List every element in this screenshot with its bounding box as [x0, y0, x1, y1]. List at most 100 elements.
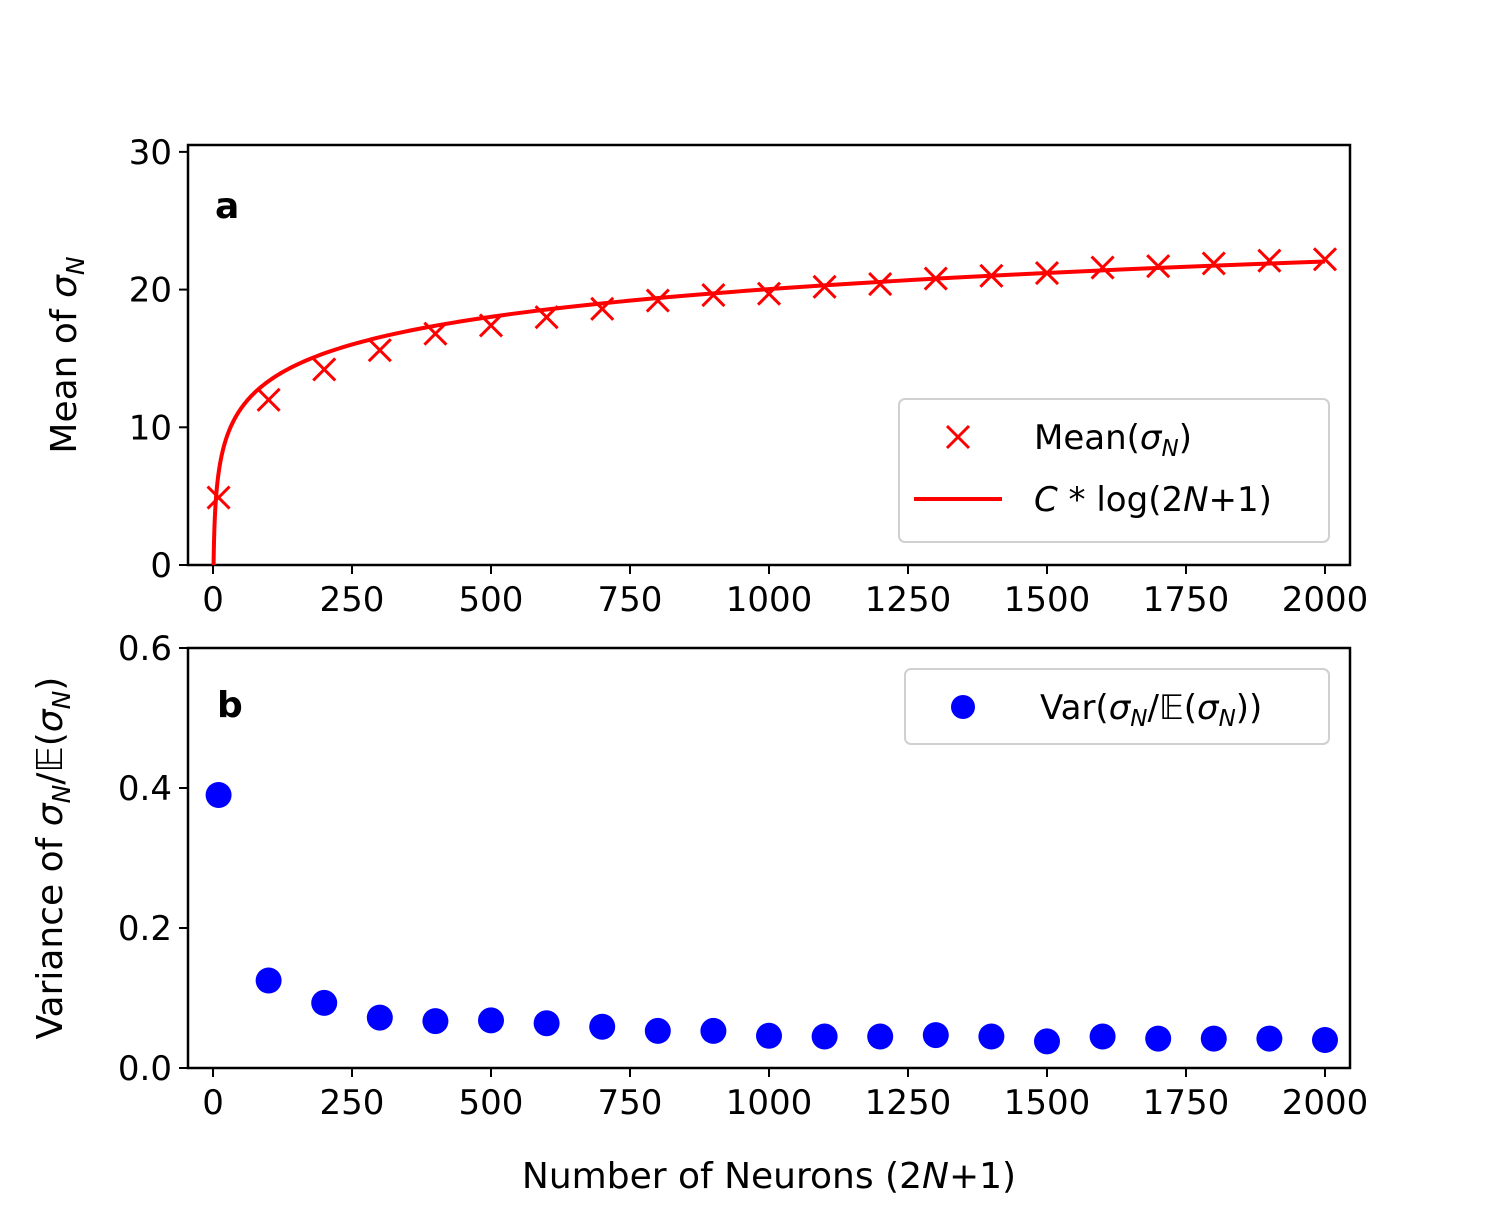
legend-var-part-1: Var( — [1040, 688, 1109, 728]
mean-x-stroke — [645, 288, 670, 313]
mean-x-marker — [645, 288, 670, 313]
panel-b-legend: Var(σN/𝔼(σN)) — [904, 668, 1330, 745]
variance-dot — [1311, 1027, 1338, 1053]
variance-dot — [422, 1008, 449, 1035]
panel-b-x-tick-label: 1500 — [1004, 1083, 1091, 1123]
variance-dot — [1089, 1023, 1116, 1050]
panel-b-x-tick-label: 0 — [202, 1083, 224, 1123]
panel-b-ylabel-sub: N — [47, 784, 76, 803]
mean-x-marker — [1090, 255, 1115, 280]
panel-a-ylabel-sub: N — [61, 256, 90, 275]
mean-x-marker — [979, 263, 1004, 288]
variance-dot — [756, 1022, 782, 1049]
mean-x-marker — [206, 485, 231, 510]
mean-x-stroke — [701, 283, 726, 308]
mean-x-marker — [590, 296, 615, 321]
panel-b-x-tick-label: 500 — [459, 1083, 524, 1123]
mean-x-stroke — [868, 272, 893, 297]
legend-var-part-4: /𝔼( — [1147, 688, 1197, 728]
mean-x-stroke — [312, 357, 337, 382]
panel-b-legend-box — [904, 668, 1330, 745]
xlabel-prefix: Number of Neurons (2 — [522, 1156, 922, 1197]
panel-b-y-tick-label: 0.6 — [118, 629, 172, 669]
panel-a-y-tick-label: 30 — [129, 133, 172, 173]
mean-x-marker — [812, 274, 837, 299]
legend-mean-part-2: σ — [1140, 418, 1163, 458]
panel-a-legend-box — [898, 398, 1330, 543]
panel-b-y-ticks: 0.0 0.2 0.4 0.6 — [118, 629, 188, 1089]
panel-b-x-tick-label: 1250 — [865, 1083, 952, 1123]
legend-x-stroke — [945, 424, 971, 450]
panel-a-y-ticks: 0 10 20 30 — [129, 133, 188, 586]
mean-x-marker — [423, 321, 448, 346]
panel-b-letter: b — [217, 685, 243, 726]
panel-b-x-tick-label: 1000 — [726, 1083, 813, 1123]
legend-fit-part-3: N — [1183, 480, 1208, 520]
legend-fit-part-2: * log(2 — [1058, 480, 1183, 520]
variance-dot — [478, 1007, 505, 1034]
mean-x-stroke — [1257, 248, 1282, 273]
variance-dot — [978, 1023, 1005, 1050]
panel-a-x-tick-label: 0 — [202, 580, 224, 620]
panel-a-x-ticks: 0 250 500 750 1000 1250 1500 1750 2000 — [202, 565, 1368, 620]
panel-a-x-tick-label: 1250 — [865, 580, 952, 620]
mean-x-marker — [868, 272, 893, 297]
mean-x-marker — [534, 305, 559, 330]
mean-x-marker — [1201, 251, 1226, 276]
mean-x-stroke — [367, 338, 392, 363]
mean-x-marker — [1257, 248, 1282, 273]
legend-mean-label: Mean(σN) — [1034, 418, 1192, 462]
panel-a-x-tick-label: 1000 — [726, 580, 813, 620]
panel-b-y-axis-title: Variance of σN/𝔼(σN) — [30, 677, 76, 1040]
mean-x-stroke — [1201, 251, 1226, 276]
mean-x-marker — [1146, 254, 1171, 279]
legend-x-marker — [945, 424, 971, 450]
panel-b-x-ticks: 0 250 500 750 1000 1250 1500 1750 2000 — [202, 1068, 1368, 1123]
panel-a-ylabel-prefix: Mean of — [44, 298, 85, 454]
panel-a-x-tick-label: 250 — [320, 580, 385, 620]
legend-var-part-7: )) — [1236, 688, 1263, 728]
mean-x-stroke — [1090, 255, 1115, 280]
mean-sigma-markers — [206, 247, 1338, 510]
legend-mean-part-1: Mean( — [1034, 418, 1140, 458]
mean-x-stroke — [1312, 247, 1338, 272]
mean-x-stroke — [206, 485, 231, 510]
panel-b-x-tick-label: 250 — [320, 1083, 385, 1123]
mean-x-stroke — [478, 313, 504, 338]
legend-fit-part-4: +1) — [1209, 480, 1272, 520]
variance-dot — [205, 782, 232, 808]
variance-dot — [867, 1023, 894, 1050]
panel-b-ylabel-prefix: Variance of — [30, 826, 71, 1039]
mean-x-marker — [312, 357, 337, 382]
panel-b-x-tick-label: 750 — [598, 1083, 663, 1123]
legend-var-part-2: σ — [1109, 688, 1132, 728]
panel-a-x-tick-label: 1750 — [1143, 580, 1230, 620]
mean-x-marker — [923, 266, 948, 291]
mean-x-stroke — [256, 387, 281, 412]
panel-a-y-axis-title: Mean of σN — [44, 256, 90, 454]
mean-x-marker — [1034, 261, 1060, 286]
mean-x-stroke — [423, 321, 448, 346]
variance-dot — [589, 1013, 616, 1040]
panel-a: 0 250 500 750 1000 1250 1500 1750 2000 0 10 20 30 a… — [44, 133, 1368, 620]
variance-dot — [311, 989, 338, 1016]
variance-dot — [1145, 1025, 1172, 1052]
variance-dot — [533, 1010, 560, 1037]
panel-a-x-tick-label: 500 — [459, 580, 524, 620]
fit-curve-line — [211, 259, 1326, 565]
mean-x-stroke — [534, 305, 559, 330]
panel-a-legend: Mean(σN) C * log(2N+1) — [898, 398, 1330, 543]
panel-a-y-tick-label: 10 — [129, 408, 172, 448]
x-axis-title: Number of Neurons (2N+1) — [522, 1156, 1016, 1197]
legend-var-part-6: N — [1219, 706, 1236, 732]
mean-x-stroke — [1034, 261, 1060, 286]
mean-x-stroke — [1146, 254, 1171, 279]
legend-fit-part-1: C — [1034, 480, 1058, 520]
variance-dot — [1033, 1028, 1060, 1055]
variance-dot — [922, 1022, 949, 1049]
panel-b-x-tick-label: 1750 — [1143, 1083, 1230, 1123]
legend-dot-marker — [951, 695, 975, 719]
legend-variance-label: Var(σN/𝔼(σN)) — [1040, 688, 1262, 732]
panel-a-letter: a — [215, 186, 239, 227]
variance-markers — [205, 782, 1338, 1055]
